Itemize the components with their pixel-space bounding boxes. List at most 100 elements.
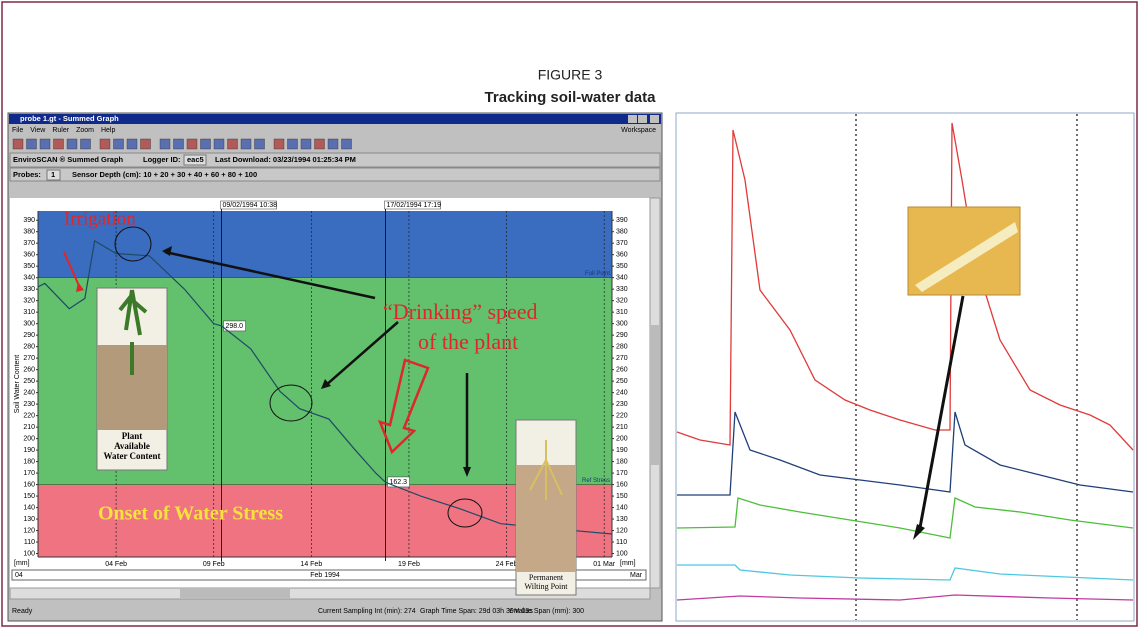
toolbar-button[interactable]: [54, 139, 64, 149]
close[interactable]: [650, 115, 659, 123]
y-tick-label: 200: [23, 435, 35, 442]
maximize[interactable]: [638, 115, 647, 123]
y-tick-label-right: 220: [616, 412, 628, 419]
y-tick-label: 100: [23, 550, 35, 557]
toolbar-button[interactable]: [328, 139, 338, 149]
toolbar-button[interactable]: [288, 139, 298, 149]
figure-number: FIGURE 3: [538, 67, 603, 83]
y-tick-label-right: 300: [616, 320, 628, 327]
toolbar-button[interactable]: [160, 139, 170, 149]
y-tick-label: 240: [23, 389, 35, 396]
y-tick-label: 170: [23, 470, 35, 477]
page: FIGURE 3 Tracking soil-water data probe …: [0, 0, 1139, 628]
y-tick-label-right: 260: [616, 366, 628, 373]
menu-item[interactable]: View: [30, 127, 46, 134]
y-tick-label: 370: [23, 240, 35, 247]
x-tick-label: 01 Mar: [593, 561, 615, 568]
x-tick-label: 19 Feb: [398, 561, 420, 568]
toolbar-button[interactable]: [214, 139, 224, 149]
figure-title: Tracking soil-water data: [485, 89, 657, 106]
plot: Full PointRef Stress10010011011012012013…: [14, 201, 636, 595]
menu-item[interactable]: Ruler: [52, 127, 69, 134]
y-tick-label-right: 390: [616, 217, 628, 224]
toolbar-button[interactable]: [40, 139, 50, 149]
toolbar-button[interactable]: [241, 139, 251, 149]
toolbar-button[interactable]: [174, 139, 184, 149]
toolbar-button[interactable]: [67, 139, 77, 149]
y-tick-label: 220: [23, 412, 35, 419]
status-field: Current Sampling Int (min): 274: [318, 608, 416, 615]
threshold-label: Full Point: [585, 271, 610, 277]
y-tick-label-right: 160: [616, 481, 628, 488]
y-tick-label: 270: [23, 355, 35, 362]
status-field: Ready: [12, 608, 33, 615]
y-tick-label-right: 180: [616, 458, 628, 465]
toolbar-button[interactable]: [274, 139, 284, 149]
v-scroll-thumb[interactable]: [651, 325, 659, 465]
logger-label: Logger ID:: [143, 155, 181, 164]
y-tick-label-right: 240: [616, 389, 628, 396]
y-tick-label-right: 310: [616, 309, 628, 316]
y-tick-label: 210: [23, 424, 35, 431]
y-tick-label-right: 270: [616, 355, 628, 362]
app-name: EnviroSCAN ® Summed Graph: [13, 155, 124, 164]
y-tick-label-right: 380: [616, 229, 628, 236]
x-tick-label: 09 Feb: [203, 561, 225, 568]
y-tick-label-right: 330: [616, 286, 628, 293]
toolbar-button[interactable]: [187, 139, 197, 149]
h-scroll-thumb[interactable]: [180, 589, 290, 598]
y-unit: [mm]: [14, 560, 30, 567]
y-tick-label-right: 130: [616, 516, 628, 523]
plant-caption: Water Content: [103, 451, 160, 461]
menu-item[interactable]: Help: [101, 127, 116, 134]
toolbar-button[interactable]: [127, 139, 137, 149]
workspace-menu[interactable]: Workspace: [621, 127, 656, 134]
menu-item[interactable]: File: [12, 127, 23, 134]
wilting-caption: Wilting Point: [524, 582, 568, 591]
toolbar-button[interactable]: [342, 139, 352, 149]
toolbar-button[interactable]: [81, 139, 91, 149]
toolbar-button[interactable]: [201, 139, 211, 149]
y-tick-label: 360: [23, 252, 35, 259]
window-buttons[interactable]: [628, 115, 659, 123]
toolbar-button[interactable]: [228, 139, 238, 149]
last-download: Last Download: 03/23/1994 01:25:34 PM: [215, 155, 356, 164]
y-tick-label: 280: [23, 343, 35, 350]
toolbar-button[interactable]: [27, 139, 37, 149]
toolbar-button[interactable]: [114, 139, 124, 149]
probes-count: 1: [51, 170, 55, 179]
toolbar-button[interactable]: [255, 139, 265, 149]
minimize[interactable]: [628, 115, 637, 123]
y-tick-label: 320: [23, 298, 35, 305]
y-tick-label-right: 100: [616, 550, 628, 557]
y-tick-label-right: 350: [616, 263, 628, 270]
toolbar-button[interactable]: [100, 139, 110, 149]
y-tick-label-right: 340: [616, 275, 628, 282]
y-tick-label: 350: [23, 263, 35, 270]
y-tick-label: 310: [23, 309, 35, 316]
x-tick-label: 04 Feb: [105, 561, 127, 568]
menu-item[interactable]: Zoom: [76, 127, 94, 134]
y-tick-label: 130: [23, 516, 35, 523]
y-tick-label: 340: [23, 275, 35, 282]
cursor-label: 17/02/1994 17:19: [387, 202, 442, 209]
y-tick-label: 120: [23, 527, 35, 534]
y-tick-label: 390: [23, 217, 35, 224]
toolbar-button[interactable]: [301, 139, 311, 149]
drinking-label: of the plant: [418, 329, 518, 354]
footer-month: Feb 1994: [310, 572, 340, 579]
sensor-depth: Sensor Depth (cm): 10 + 20 + 30 + 40 + 6…: [72, 170, 257, 179]
footer-right: Mar: [630, 572, 643, 579]
y-tick-label: 230: [23, 401, 35, 408]
y-tick-label: 300: [23, 320, 35, 327]
value-label: 298.0: [226, 323, 244, 330]
toolbar-button[interactable]: [315, 139, 325, 149]
x-tick-label: 24 Feb: [496, 561, 518, 568]
toolbar-button[interactable]: [13, 139, 23, 149]
probes-label: Probes:: [13, 170, 41, 179]
toolbar-button[interactable]: [141, 139, 151, 149]
y-tick-label-right: 120: [616, 527, 628, 534]
y-tick-label-right: 210: [616, 424, 628, 431]
y-tick-label-right: 230: [616, 401, 628, 408]
y-tick-label: 260: [23, 366, 35, 373]
